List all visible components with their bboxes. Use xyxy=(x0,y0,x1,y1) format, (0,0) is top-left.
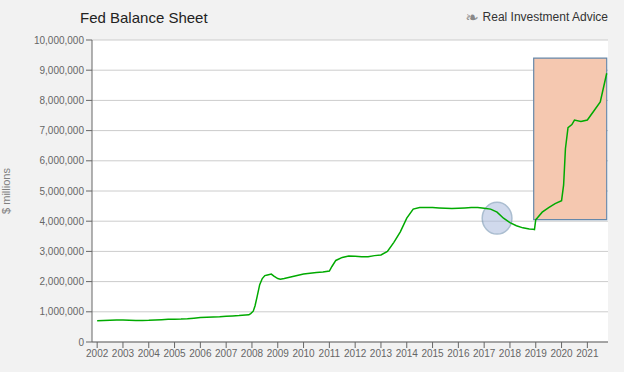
svg-text:7,000,000: 7,000,000 xyxy=(40,125,85,136)
svg-text:2010: 2010 xyxy=(292,348,315,359)
svg-text:0: 0 xyxy=(78,337,84,348)
svg-text:2013: 2013 xyxy=(370,348,393,359)
svg-text:2005: 2005 xyxy=(163,348,186,359)
svg-text:2021: 2021 xyxy=(576,348,599,359)
svg-text:1,000,000: 1,000,000 xyxy=(40,306,85,317)
svg-text:10,000,000: 10,000,000 xyxy=(34,35,84,46)
svg-text:8,000,000: 8,000,000 xyxy=(40,95,85,106)
svg-text:2015: 2015 xyxy=(421,348,444,359)
svg-text:3,000,000: 3,000,000 xyxy=(40,246,85,257)
svg-text:2,000,000: 2,000,000 xyxy=(40,276,85,287)
svg-text:2011: 2011 xyxy=(319,348,341,359)
svg-text:$ millions: $ millions xyxy=(8,168,12,214)
svg-text:2017: 2017 xyxy=(473,348,496,359)
svg-text:2019: 2019 xyxy=(525,348,548,359)
svg-text:2006: 2006 xyxy=(189,348,212,359)
svg-text:9,000,000: 9,000,000 xyxy=(40,65,85,76)
svg-text:2004: 2004 xyxy=(138,348,161,359)
svg-text:2009: 2009 xyxy=(267,348,290,359)
svg-text:2002: 2002 xyxy=(86,348,109,359)
svg-text:2008: 2008 xyxy=(241,348,264,359)
svg-text:6,000,000: 6,000,000 xyxy=(40,155,85,166)
svg-text:4,000,000: 4,000,000 xyxy=(40,216,85,227)
svg-text:2016: 2016 xyxy=(447,348,470,359)
svg-text:5,000,000: 5,000,000 xyxy=(40,186,85,197)
svg-text:2014: 2014 xyxy=(396,348,419,359)
html-text:Fed Balance Sheet: Fed Balance Sheet xyxy=(80,8,208,26)
svg-text:2018: 2018 xyxy=(499,348,522,359)
html-text:❧ Real Investment Advice: ❧ Real Investment Advice xyxy=(465,7,608,27)
svg-text:2012: 2012 xyxy=(344,348,367,359)
svg-text:2007: 2007 xyxy=(215,348,238,359)
svg-text:2003: 2003 xyxy=(112,348,135,359)
svg-text:2020: 2020 xyxy=(550,348,573,359)
